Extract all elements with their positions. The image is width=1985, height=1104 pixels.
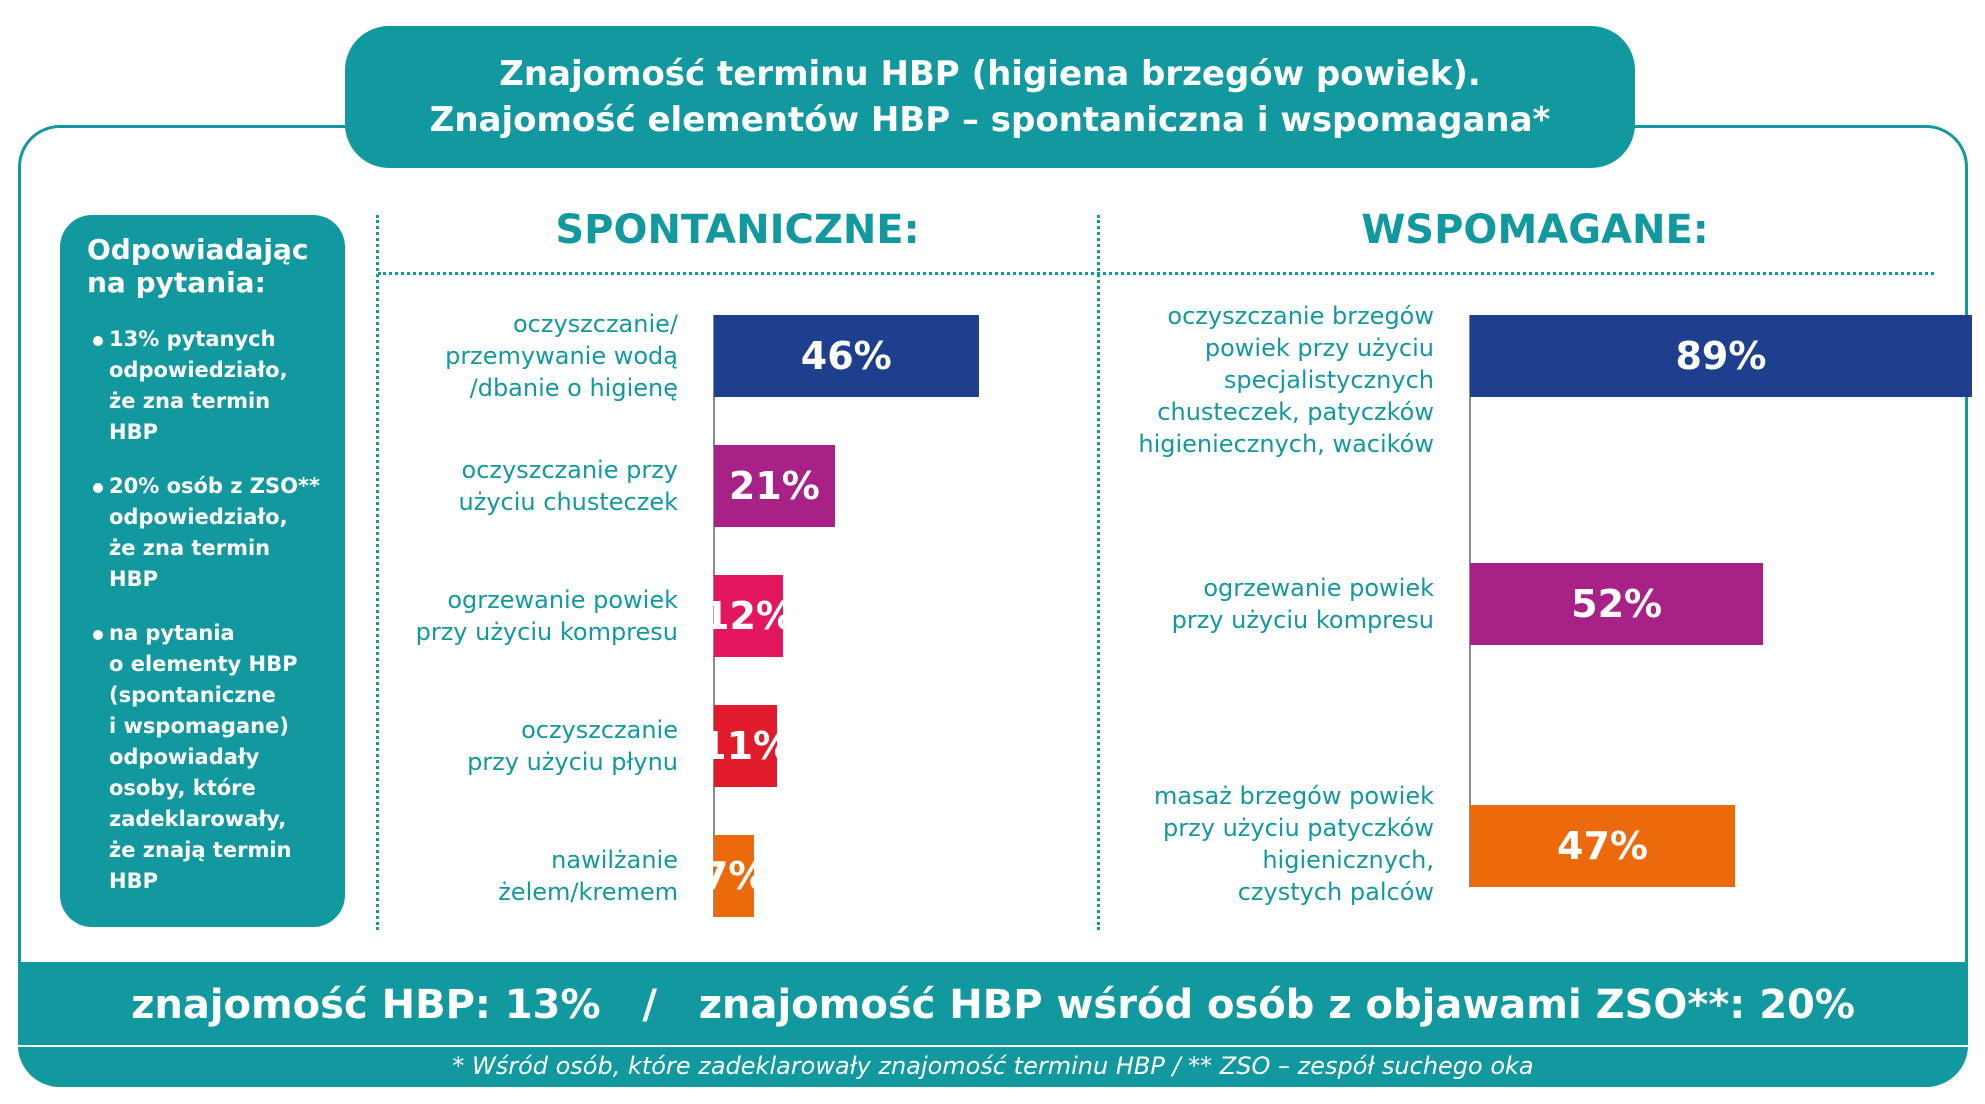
category-label: nawilżanie żelem/kremem <box>498 846 678 906</box>
sidebar-item-text: 13% pytanych odpowiedziało, że zna termi… <box>109 327 288 444</box>
bar: 11% <box>700 705 791 787</box>
sidebar-item: 20% osób z ZSO** odpowiedziało, że zna t… <box>87 471 335 595</box>
bar-value-label: 12% <box>703 594 794 638</box>
summary-text: znajomość HBP: 13% / znajomość HBP wśród… <box>131 982 1855 1028</box>
sidebar-list: 13% pytanych odpowiedziało, że zna termi… <box>87 324 335 897</box>
bullet-icon <box>93 336 103 346</box>
title-line-2: Znajomość elementów HBP – spontaniczna i… <box>429 100 1551 140</box>
category-label: ogrzewanie powiek przy użyciu kompresu <box>1171 574 1434 634</box>
bar: 21% <box>714 445 835 527</box>
category-label: masaż brzegów powiek przy użyciu patyczk… <box>1153 782 1434 906</box>
bar: 89% <box>1470 315 1972 397</box>
header-divider <box>378 272 1934 275</box>
summary-band <box>18 962 1968 1087</box>
bar: 52% <box>1470 563 1764 645</box>
bar: 12% <box>703 575 794 657</box>
category-axis <box>1469 315 1471 887</box>
title-banner: Znajomość terminu HBP (higiena brzegów p… <box>345 26 1635 168</box>
category-label: oczyszczanie brzegów powiek przy użyciu … <box>1138 302 1434 458</box>
bar-value-label: 7% <box>701 854 767 898</box>
sidebar-item: 13% pytanych odpowiedziało, że zna termi… <box>87 324 335 448</box>
category-label: oczyszczanie/ przemywanie wodą /dbanie o… <box>445 310 678 402</box>
bar: 46% <box>714 315 979 397</box>
sidebar-item-text: na pytania o elementy HBP (spontaniczne … <box>109 621 298 893</box>
bar-value-label: 21% <box>728 464 820 508</box>
divider-middle <box>1097 215 1100 930</box>
title-line-1: Znajomość terminu HBP (higiena brzegów p… <box>499 54 1481 94</box>
category-axis <box>713 315 715 917</box>
bar-value-label: 89% <box>1675 334 1767 378</box>
sidebar-box: Odpowiadając na pytania: 13% pytanych od… <box>60 215 345 927</box>
category-label: oczyszczanie przy użyciu chusteczek <box>458 456 678 516</box>
sidebar-title: Odpowiadając na pytania: <box>87 233 309 299</box>
footnote: * Wśród osób, które zadeklarowały znajom… <box>452 1052 1534 1080</box>
assisted-heading: WSPOMAGANE: <box>1361 207 1709 253</box>
category-label: ogrzewanie powiek przy użyciu kompresu <box>415 586 678 646</box>
summary-divider <box>18 1045 1968 1047</box>
sidebar-item: na pytania o elementy HBP (spontaniczne … <box>87 618 335 897</box>
bar: 47% <box>1470 805 1736 887</box>
spontaneous-heading: SPONTANICZNE: <box>555 207 920 253</box>
sidebar-item-text: 20% osób z ZSO** odpowiedziało, że zna t… <box>109 474 320 591</box>
divider-left <box>376 215 379 930</box>
bullet-icon <box>93 483 103 493</box>
bar-value-label: 52% <box>1571 582 1663 626</box>
bullet-icon <box>93 630 103 640</box>
bar-value-label: 46% <box>800 334 892 378</box>
bar-value-label: 11% <box>700 724 792 768</box>
category-label: oczyszczanie przy użyciu płynu <box>467 716 678 776</box>
bar: 7% <box>702 835 766 917</box>
bar-value-label: 47% <box>1557 824 1649 868</box>
